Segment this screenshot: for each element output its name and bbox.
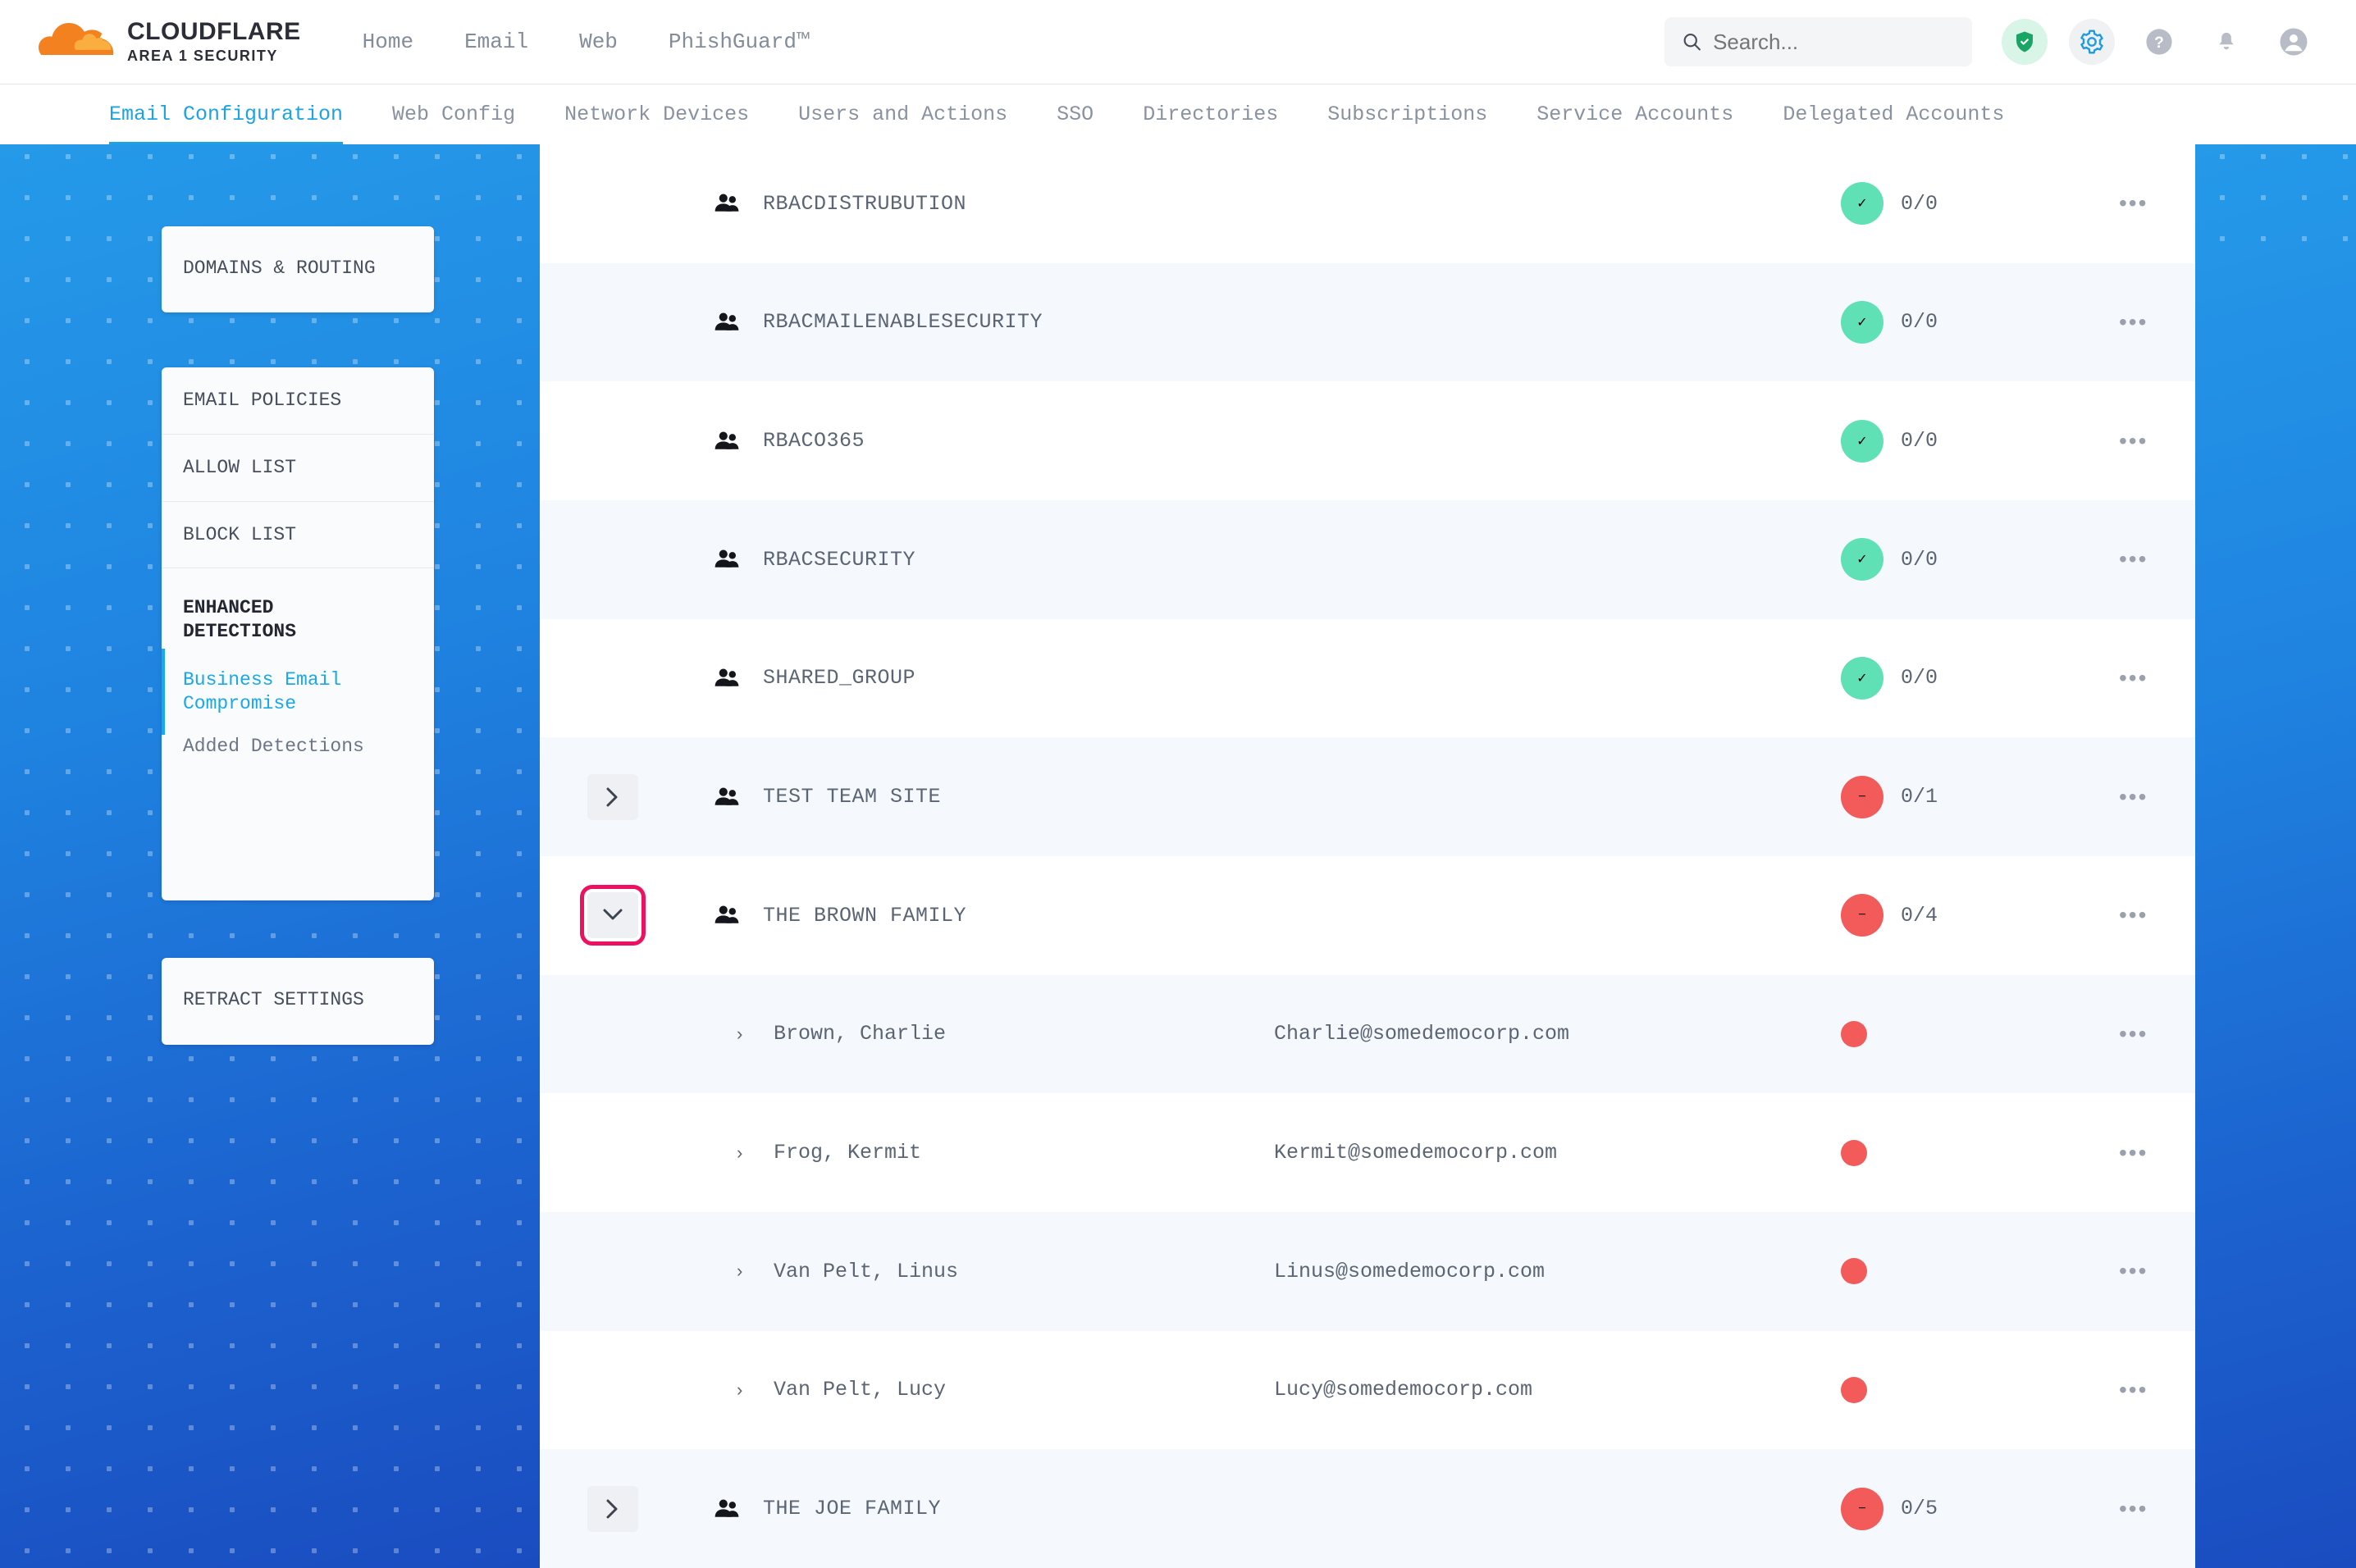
svg-text:?: ? (2154, 34, 2164, 52)
